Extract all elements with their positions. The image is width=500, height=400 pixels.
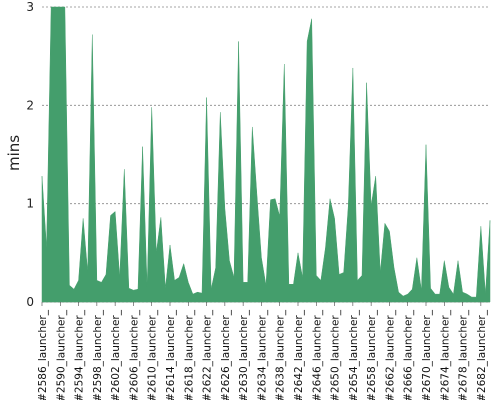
area-series [41, 6, 491, 303]
x-tick-label: #2638_launcher_ [275, 309, 287, 400]
x-tick-label: #2598_launcher_ [92, 309, 104, 400]
x-tick-label: #2674_launcher_ [439, 309, 451, 400]
plot-area [41, 6, 491, 303]
x-tick-label: #2678_launcher_ [458, 309, 470, 400]
x-tick-label: #2626_launcher_ [220, 309, 232, 400]
x-tick-label: #2614_launcher_ [165, 309, 177, 400]
x-axis: #2586_launcher_ #2590_launcher_ #2594_laun… [37, 302, 488, 400]
x-tick-label: #2602_launcher_ [110, 309, 122, 400]
x-tick-label: #2586_launcher_ [37, 309, 49, 400]
x-tick-label: #2630_launcher_ [238, 309, 250, 400]
y-tick-label: 0 [26, 295, 34, 309]
y-axis-title: mins [5, 135, 23, 171]
x-tick-label: #2590_launcher_ [55, 309, 67, 400]
x-tick-label: #2662_launcher_ [384, 309, 396, 400]
y-tick-label: 3 [26, 0, 34, 14]
x-tick-label: #2658_launcher_ [366, 309, 378, 400]
x-tick-label: #2682_launcher_ [476, 309, 488, 400]
y-tick-label: 1 [26, 197, 34, 211]
x-tick-label: #2654_launcher_ [348, 309, 360, 400]
x-tick-label: #2594_launcher_ [74, 309, 86, 400]
x-tick-label: #2646_launcher_ [311, 309, 323, 400]
x-tick-label: #2650_launcher_ [330, 309, 342, 400]
x-tick-label: #2666_launcher_ [403, 309, 415, 400]
x-tick-label: #2610_launcher_ [147, 309, 159, 400]
x-tick-label: #2622_launcher_ [202, 309, 214, 400]
x-tick-label: #2642_launcher_ [293, 309, 305, 400]
x-tick-label: #2670_launcher_ [421, 309, 433, 400]
y-tick-label: 2 [26, 98, 34, 112]
x-tick-label: #2634_launcher_ [256, 309, 268, 400]
y-axis: 0 1 2 3 [26, 0, 34, 309]
x-tick-label: #2606_launcher_ [128, 309, 140, 400]
x-tick-label: #2618_launcher_ [183, 309, 195, 400]
